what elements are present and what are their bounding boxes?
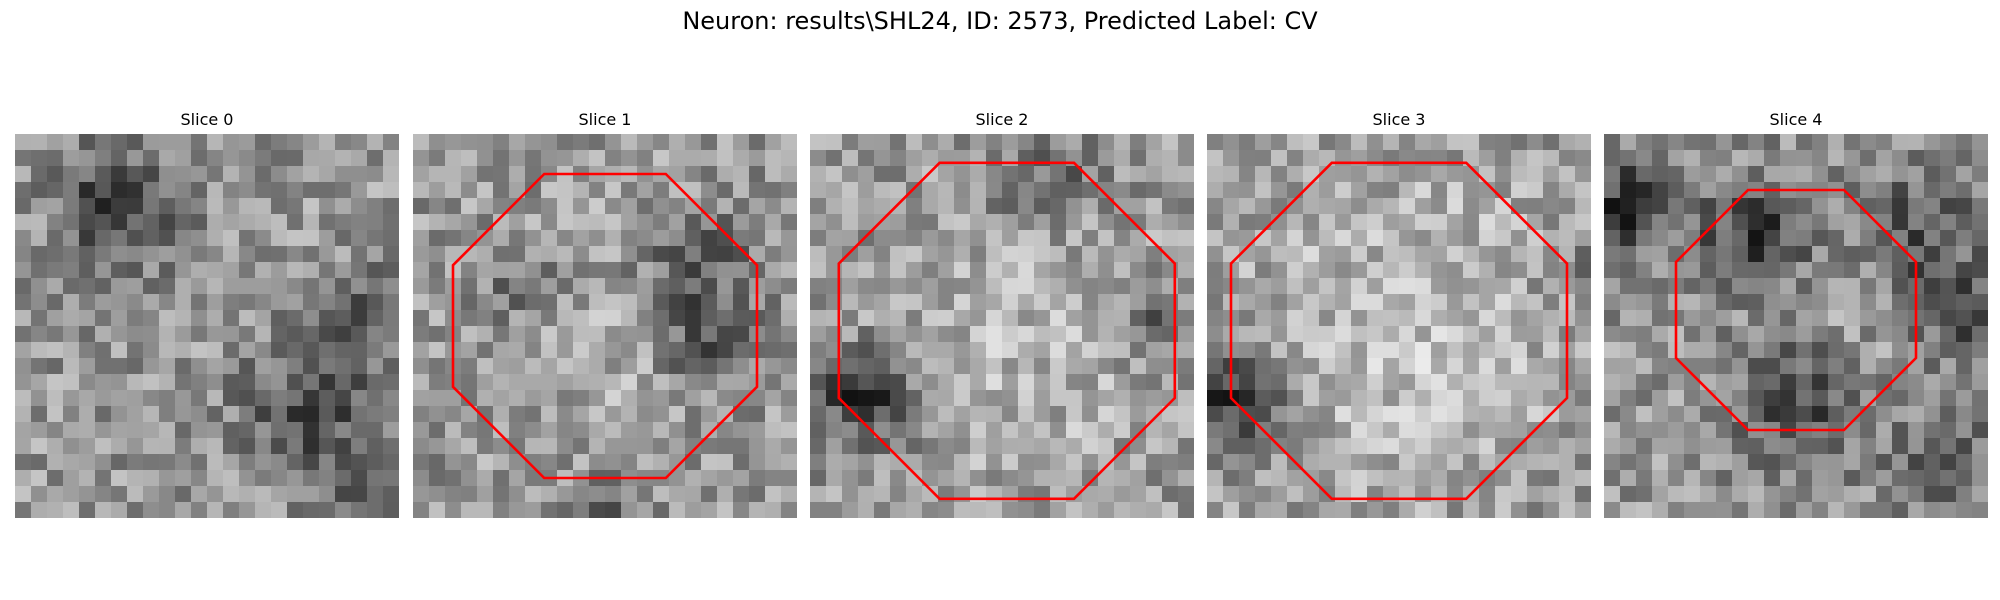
slice-pixels-3 — [1207, 134, 1591, 518]
slice-panel-1: Slice 1 — [413, 108, 797, 520]
slice-title-2: Slice 2 — [975, 110, 1029, 129]
slice-pixels-1 — [413, 134, 797, 518]
neuron-contour-3 — [1229, 161, 1569, 501]
slice-title-0: Slice 0 — [180, 110, 234, 129]
slice-title-3: Slice 3 — [1372, 110, 1426, 129]
slice-image-0 — [15, 134, 399, 518]
slice-panel-3: Slice 3 — [1207, 108, 1591, 520]
slice-title-4: Slice 4 — [1769, 110, 1823, 129]
slice-image-2 — [810, 134, 1194, 518]
slice-pixels-0 — [15, 134, 399, 518]
slice-image-1 — [413, 134, 797, 518]
neuron-contour-2 — [837, 161, 1177, 501]
slice-pixels-2 — [810, 134, 1194, 518]
slice-title-1: Slice 1 — [578, 110, 632, 129]
neuron-contour-1 — [451, 172, 759, 480]
slice-image-3 — [1207, 134, 1591, 518]
neuron-contour-4 — [1674, 188, 1918, 432]
slice-panel-2: Slice 2 — [810, 108, 1194, 520]
slice-pixels-4 — [1604, 134, 1988, 518]
slice-image-4 — [1604, 134, 1988, 518]
slice-panel-4: Slice 4 — [1604, 108, 1988, 520]
figure-title: Neuron: results\SHL24, ID: 2573, Predict… — [682, 7, 1318, 35]
slice-panel-0: Slice 0 — [15, 108, 399, 520]
